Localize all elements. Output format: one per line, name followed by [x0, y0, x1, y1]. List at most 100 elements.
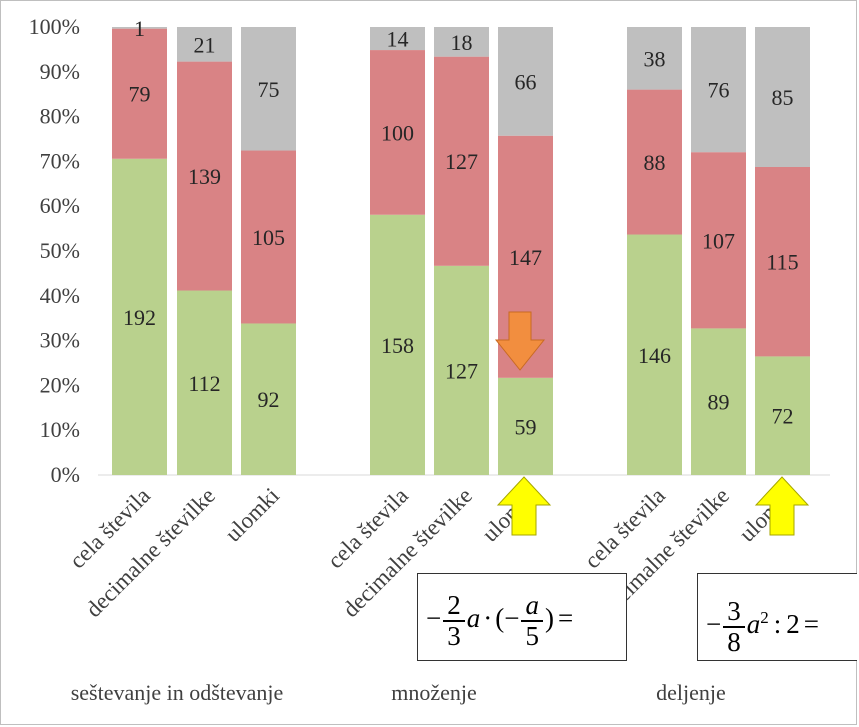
unanswered-segment [112, 27, 167, 29]
formula-variable: a [466, 603, 481, 633]
y-tick-label: 50% [40, 238, 80, 263]
segment-labels: 192 79 1 112 139 21 92 105 75 158 100 14 127 127 18 59 1… [123, 16, 799, 440]
wrong-segment [627, 89, 682, 235]
group-labels: seštevanje in odštevanje množenje deljenje [71, 680, 726, 705]
y-tick-label: 40% [40, 283, 80, 308]
formula-exponent: 2 [760, 608, 769, 627]
correct-segment [755, 356, 810, 475]
formula-deljenje: −3 8 a2:2 = [697, 573, 857, 661]
data-label: 66 [515, 69, 537, 94]
formula-open-paren: (− [495, 603, 520, 633]
formula-divide: : [773, 609, 782, 639]
formula-dot: · [483, 603, 493, 633]
correct-segment [627, 234, 682, 475]
formula-numerator: 3 [723, 597, 745, 628]
bar-segments [112, 27, 810, 475]
data-label: 139 [188, 164, 221, 189]
formula-minus: − [426, 603, 442, 633]
formula-denominator: 5 [525, 620, 539, 651]
data-label: 88 [644, 150, 666, 175]
correct-segment [370, 214, 425, 475]
formula-two: 2 [786, 609, 800, 639]
y-tick-label: 30% [40, 328, 80, 353]
correct-segment [112, 158, 167, 475]
y-tick-label: 90% [40, 59, 80, 84]
data-label: 92 [258, 387, 280, 412]
down-arrow [494, 311, 546, 371]
data-label: 38 [644, 46, 666, 71]
group-label: deljenje [656, 680, 726, 705]
correct-segment [691, 328, 746, 475]
data-label: 100 [381, 120, 414, 145]
unanswered-segment [627, 27, 682, 90]
y-tick-label: 100% [29, 14, 80, 39]
group-label: seštevanje in odštevanje [71, 680, 284, 705]
data-label: 89 [708, 390, 730, 415]
wrong-segment [691, 152, 746, 329]
correct-segment [434, 265, 489, 475]
wrong-segment [177, 61, 232, 291]
wrong-segment [370, 50, 425, 215]
data-label: 59 [515, 414, 537, 439]
y-axis: 0% 10% 20% 30% 40% 50% 60% 70% 80% 90% 100% [29, 14, 830, 487]
data-label: 76 [708, 78, 730, 103]
correct-segment [498, 377, 553, 475]
formula-equals: = [557, 603, 574, 633]
correct-segment [177, 290, 232, 475]
data-label: 105 [252, 225, 285, 250]
data-label: 1 [134, 16, 145, 41]
formula-close-paren: ) [544, 603, 554, 633]
up-arrow [496, 476, 552, 536]
y-tick-label: 60% [40, 193, 80, 218]
wrong-segment [241, 150, 296, 324]
formula-numerator: 2 [443, 591, 465, 622]
data-label: 146 [638, 343, 671, 368]
data-label: 115 [766, 250, 798, 275]
formula-numerator: a [521, 591, 543, 622]
data-label: 147 [509, 245, 542, 270]
data-label: 127 [445, 358, 478, 383]
y-tick-label: 10% [40, 417, 80, 442]
data-label: 72 [772, 404, 794, 429]
y-tick-label: 0% [51, 462, 80, 487]
data-label: 18 [451, 30, 473, 55]
data-label: 75 [258, 77, 280, 102]
up-arrow [754, 476, 810, 536]
formula-equals: = [803, 609, 819, 639]
unanswered-segment [434, 27, 489, 57]
data-label: 112 [188, 371, 220, 396]
formula-denominator: 3 [447, 620, 461, 651]
data-label: 14 [387, 27, 409, 52]
unanswered-segment [498, 27, 553, 136]
y-tick-label: 70% [40, 148, 80, 173]
wrong-segment [434, 56, 489, 266]
data-label: 85 [772, 85, 794, 110]
data-label: 127 [445, 149, 478, 174]
formula-variable: a [746, 609, 761, 639]
data-label: 79 [129, 82, 151, 107]
formula-minus: − [706, 609, 722, 639]
y-tick-label: 80% [40, 104, 80, 129]
annotation-arrows [494, 311, 810, 536]
y-tick-label: 20% [40, 372, 80, 397]
group-label: množenje [391, 680, 477, 705]
x-tick-label: ulomki [220, 483, 284, 547]
wrong-segment [112, 28, 167, 159]
formula-mnozenje: −2 3 a · (− a 5) = [417, 573, 627, 661]
data-label: 107 [702, 228, 735, 253]
unanswered-segment [755, 27, 810, 167]
unanswered-segment [241, 27, 296, 151]
formula-denominator: 8 [727, 626, 741, 657]
data-label: 158 [381, 333, 414, 358]
data-label: 21 [194, 32, 216, 57]
wrong-segment [755, 167, 810, 357]
unanswered-segment [691, 27, 746, 153]
data-label: 192 [123, 305, 156, 330]
correct-segment [241, 323, 296, 475]
unanswered-segment [370, 27, 425, 51]
